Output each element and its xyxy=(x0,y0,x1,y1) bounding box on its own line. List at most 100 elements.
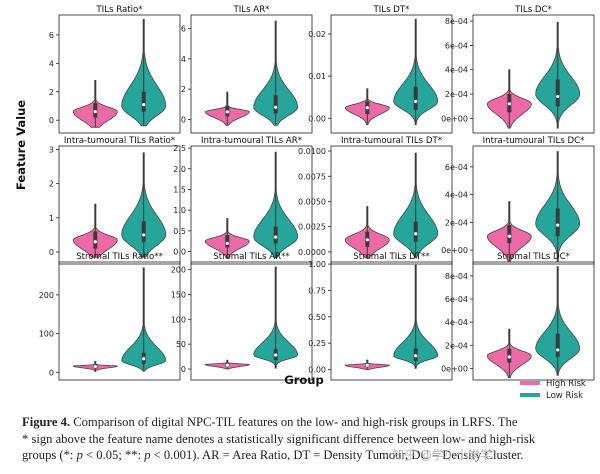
iqr-box xyxy=(93,231,98,249)
panel-frame xyxy=(58,145,181,265)
y-tick-label: 1.00 xyxy=(308,260,326,269)
y-tick-label: 0.00 xyxy=(308,114,326,123)
figure-caption: Figure 4. Comparison of digital NPC-TIL … xyxy=(22,414,592,464)
median-marker xyxy=(365,238,369,242)
legend-label-low-risk: Low Risk xyxy=(546,391,583,401)
y-tick-label: 4 xyxy=(181,55,186,64)
violin-panel: TILs AR* 0 2 4 6 xyxy=(181,5,313,134)
y-tick-label: 0.00 xyxy=(308,365,326,374)
median-marker xyxy=(414,354,418,358)
y-tick-label: 6e-04 xyxy=(445,295,468,304)
y-tick-label: 0.02 xyxy=(308,30,326,39)
y-tick-label: 6e-04 xyxy=(445,41,468,50)
panel-title: Stromal TILs Ratio** xyxy=(76,252,163,262)
y-tick-label: 1 xyxy=(49,214,54,223)
iqr-box xyxy=(413,86,418,110)
y-tick-label: 1.5 xyxy=(173,185,186,194)
panel-title: Intra-tumoural TILs DT* xyxy=(341,136,443,146)
y-tick-label: 0 xyxy=(181,115,186,124)
y-tick-label: 6 xyxy=(49,31,54,40)
iqr-box xyxy=(141,221,146,242)
y-tick-label: 8e-04 xyxy=(445,17,468,26)
y-tick-label: 0 xyxy=(49,368,54,377)
panel-frame xyxy=(330,145,453,265)
y-tick-label: 200 xyxy=(39,291,54,300)
violin-panel: Intra-tumoural TILs Ratio* 0 1 2 3 xyxy=(49,136,181,265)
violin-panel: Intra-tumoural TILs DT* 0.0000 0.0025 0.005… xyxy=(298,136,453,265)
y-tick-label: 100 xyxy=(171,315,186,324)
iqr-box xyxy=(555,79,560,107)
median-marker xyxy=(274,235,278,239)
median-marker xyxy=(507,355,511,359)
y-tick-label: 0.0025 xyxy=(298,223,326,232)
legend-label-high-risk: High Risk xyxy=(546,379,586,389)
watermark-text: 知乎 @学小小学学 xyxy=(392,448,492,462)
median-marker xyxy=(556,348,560,352)
median-marker xyxy=(225,241,229,245)
iqr-box xyxy=(555,333,560,357)
y-tick-label: 0.01 xyxy=(308,72,326,81)
y-tick-label: 2e-04 xyxy=(445,218,468,227)
violin-panel: Stromal TILs DT** 0.00 0.25 0.50 0.75 1.00 xyxy=(308,252,453,381)
median-marker xyxy=(274,105,278,109)
panel-title: Intra-tumoural TILs DC* xyxy=(483,136,585,146)
panel-title: Stromal TILs AR** xyxy=(213,252,290,262)
y-tick-label: 2.5 xyxy=(173,144,186,153)
y-tick-label: 0 xyxy=(181,365,186,374)
y-tick-label: 4e-04 xyxy=(445,66,468,75)
caption-text-1: Comparison of digital NPC-TIL features o… xyxy=(70,415,518,429)
caption-text-3a: groups (*: xyxy=(22,448,77,462)
violin-panel: Stromal TILs Ratio** 0 100 200 xyxy=(39,252,181,381)
panel-title: TILs DC* xyxy=(514,5,552,15)
y-tick-label: 0e+00 xyxy=(441,246,468,255)
violin-panel: Intra-tumoural TILs AR* 0.0 0.5 1.0 1.5 2.0 2.… xyxy=(173,136,313,265)
caption-text-2: * sign above the feature name denotes a … xyxy=(22,431,536,446)
panel-frame xyxy=(472,261,595,381)
violin-panel: Intra-tumoural TILs DC* 0e+00 2e-04 4e-04 6e… xyxy=(441,136,595,265)
panel-frame xyxy=(58,261,181,381)
y-tick-label: 0.0 xyxy=(173,248,186,257)
iqr-box xyxy=(273,226,278,244)
panel-title: Intra-tumoural TILs Ratio* xyxy=(64,136,176,146)
y-tick-label: 50 xyxy=(176,340,186,349)
y-tick-label: 0.25 xyxy=(308,339,326,348)
y-tick-label: 0 xyxy=(49,116,54,125)
y-tick-label: 0.50 xyxy=(308,313,326,322)
y-tick-label: 0e+00 xyxy=(441,364,468,373)
median-marker xyxy=(142,102,146,107)
panel-title: TILs AR* xyxy=(233,5,271,15)
caption-p-1: p xyxy=(76,448,83,462)
y-tick-label: 4 xyxy=(49,59,54,68)
violin-panel: TILs DC* 0e+00 2e-04 4e-04 6e-04 8e-04 xyxy=(441,5,595,134)
iqr-box xyxy=(225,235,230,248)
caption-p-2: p xyxy=(144,448,151,462)
panel-title: Stromal TILs DC* xyxy=(497,252,571,262)
y-tick-label: 0.0050 xyxy=(298,197,326,206)
panel-title: TILs DT* xyxy=(373,5,411,15)
iqr-box xyxy=(141,91,146,112)
legend-swatch-high-risk xyxy=(520,381,540,385)
legend-swatch-low-risk xyxy=(520,393,540,397)
y-tick-label: 1.0 xyxy=(173,206,186,215)
panel-frame xyxy=(330,261,453,381)
y-tick-label: 2 xyxy=(181,85,186,94)
median-marker xyxy=(414,232,418,236)
y-tick-label: 2.0 xyxy=(173,165,186,174)
y-tick-label: 150 xyxy=(171,290,186,299)
panel-frame xyxy=(58,14,181,134)
panel-frame xyxy=(330,14,453,134)
panel-title: Intra-tumoural TILs AR* xyxy=(201,136,303,146)
median-marker xyxy=(142,357,146,361)
y-tick-label: 0.75 xyxy=(308,286,326,295)
y-tick-label: 2 xyxy=(49,88,54,97)
median-marker xyxy=(225,363,229,367)
panel-frame xyxy=(190,14,313,134)
y-tick-label: 0.0100 xyxy=(298,147,326,156)
y-tick-label: 0.0075 xyxy=(298,172,326,181)
y-tick-label: 0.0000 xyxy=(298,248,326,257)
y-tick-label: 4e-04 xyxy=(445,191,468,200)
median-marker xyxy=(93,240,97,244)
median-marker xyxy=(556,223,560,227)
x-axis-label: Group xyxy=(284,373,323,387)
